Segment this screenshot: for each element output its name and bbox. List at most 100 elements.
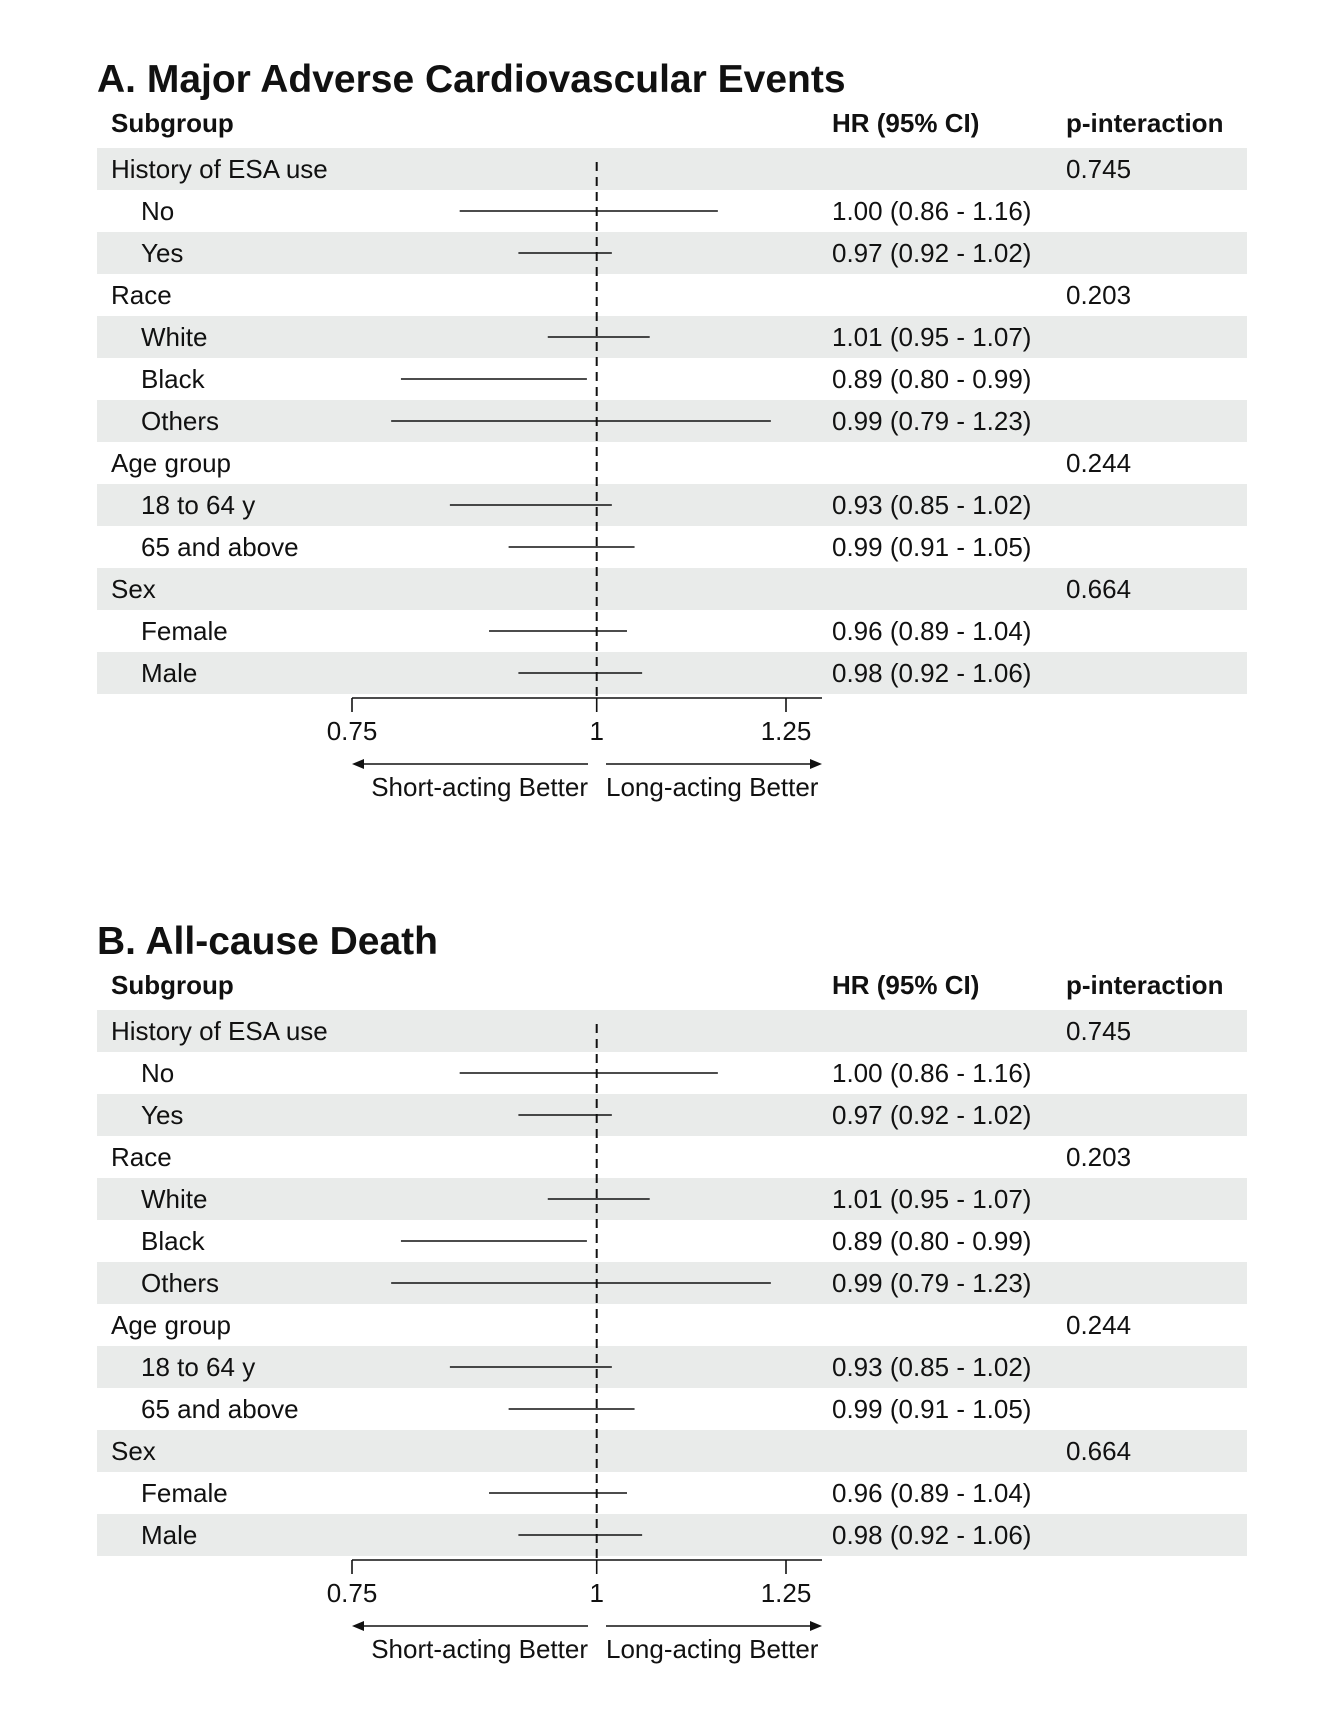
left-arrow-head [352,759,364,769]
x-tick-label: 0.75 [327,1578,378,1608]
right-arrow-head [810,759,822,769]
left-arrow-head [352,1621,364,1631]
hr-ci-value: 0.99 (0.79 - 1.23) [832,1268,1032,1298]
hr-ci-value: 0.98 (0.92 - 1.06) [832,1520,1032,1550]
hr-ci-value: 0.98 (0.92 - 1.06) [832,658,1032,688]
subgroup-label: Female [141,1478,228,1508]
hr-ci-value: 1.00 (0.86 - 1.16) [832,1058,1032,1088]
long-acting-better-label: Long-acting Better [606,772,819,802]
table-row: Black 0.89 (0.80 - 0.99) [97,1220,1247,1262]
hr-ci-value: 0.99 (0.91 - 1.05) [832,532,1032,562]
subgroup-label: No [141,196,175,226]
p-interaction-value: 0.244 [1066,448,1132,478]
panel-title: B. All-cause Death [97,920,438,963]
x-tick-label: 1 [589,1578,603,1608]
p-interaction-column-header: p-interaction [1066,108,1224,138]
table-row: 65 and above 0.99 (0.91 - 1.05) [97,1388,1247,1430]
subgroup-label: Yes [141,238,184,268]
table-row: Male 0.98 (0.92 - 1.06) [97,1514,1247,1556]
short-acting-better-label: Short-acting Better [371,772,588,802]
subgroup-heading: Age group [111,448,231,478]
subgroup-label: Male [141,658,198,688]
x-tick-label: 1.25 [761,716,812,746]
hr-ci-value: 0.96 (0.89 - 1.04) [832,1478,1032,1508]
table-row: Race 0.203 [97,1136,1247,1178]
subgroup-label: Black [141,364,205,394]
subgroup-label: No [141,1058,175,1088]
p-interaction-value: 0.664 [1066,1436,1132,1466]
subgroup-label: Male [141,1520,198,1550]
table-row: Yes 0.97 (0.92 - 1.02) [97,232,1247,274]
long-acting-better-label: Long-acting Better [606,1634,819,1664]
table-row: No 1.00 (0.86 - 1.16) [97,1052,1247,1094]
subgroup-label: Female [141,616,228,646]
p-interaction-value: 0.745 [1066,1016,1132,1046]
subgroup-heading: History of ESA use [111,154,328,184]
subgroup-heading: Sex [111,574,156,604]
hr-ci-value: 0.96 (0.89 - 1.04) [832,616,1032,646]
hr-ci-value: 0.93 (0.85 - 1.02) [832,1352,1032,1382]
table-row: 65 and above 0.99 (0.91 - 1.05) [97,526,1247,568]
table-row: No 1.00 (0.86 - 1.16) [97,190,1247,232]
subgroup-label: 18 to 64 y [141,1352,256,1382]
hr-ci-value: 1.01 (0.95 - 1.07) [832,322,1032,352]
table-row: Age group 0.244 [97,442,1247,484]
p-interaction-column-header: p-interaction [1066,970,1224,1000]
x-tick-label: 0.75 [327,716,378,746]
p-interaction-value: 0.664 [1066,574,1132,604]
subgroup-label: White [141,322,208,352]
table-row: 18 to 64 y 0.93 (0.85 - 1.02) [97,484,1247,526]
p-interaction-value: 0.203 [1066,280,1132,310]
table-row: White 1.01 (0.95 - 1.07) [97,316,1247,358]
subgroup-heading: Sex [111,1436,156,1466]
table-row: Others 0.99 (0.79 - 1.23) [97,1262,1247,1304]
table-row: Female 0.96 (0.89 - 1.04) [97,610,1247,652]
subgroup-label: 65 and above [141,532,299,562]
subgroup-label: Black [141,1226,205,1256]
table-row: History of ESA use 0.745 [97,148,1247,190]
table-row: Yes 0.97 (0.92 - 1.02) [97,1094,1247,1136]
table-row: Female 0.96 (0.89 - 1.04) [97,1472,1247,1514]
p-interaction-value: 0.203 [1066,1142,1132,1172]
subgroup-label: Yes [141,1100,184,1130]
table-row: Race 0.203 [97,274,1247,316]
p-interaction-value: 0.745 [1066,154,1132,184]
short-acting-better-label: Short-acting Better [371,1634,588,1664]
hr-ci-value: 0.97 (0.92 - 1.02) [832,1100,1032,1130]
panel-title: A. Major Adverse Cardiovascular Events [97,58,846,101]
hr-ci-value: 0.99 (0.79 - 1.23) [832,406,1032,436]
subgroup-label: Others [141,406,220,436]
subgroup-heading: Race [111,1142,172,1172]
p-interaction-value: 0.244 [1066,1310,1132,1340]
table-row: 18 to 64 y 0.93 (0.85 - 1.02) [97,1346,1247,1388]
hr-ci-value: 1.01 (0.95 - 1.07) [832,1184,1032,1214]
subgroup-heading: Race [111,280,172,310]
table-row: Age group 0.244 [97,1304,1247,1346]
hr-column-header: HR (95% CI) [832,108,980,138]
subgroup-heading: Age group [111,1310,231,1340]
subgroup-label: White [141,1184,208,1214]
table-row: Black 0.89 (0.80 - 0.99) [97,358,1247,400]
hr-column-header: HR (95% CI) [832,970,980,1000]
table-row: Sex 0.664 [97,568,1247,610]
subgroup-column-header: Subgroup [111,970,234,1000]
right-arrow-head [810,1621,822,1631]
subgroup-heading: History of ESA use [111,1016,328,1046]
subgroup-label: Others [141,1268,220,1298]
table-row: Sex 0.664 [97,1430,1247,1472]
hr-ci-value: 1.00 (0.86 - 1.16) [832,196,1032,226]
hr-ci-value: 0.89 (0.80 - 0.99) [832,364,1032,394]
hr-ci-value: 0.93 (0.85 - 1.02) [832,490,1032,520]
table-row: White 1.01 (0.95 - 1.07) [97,1178,1247,1220]
subgroup-label: 65 and above [141,1394,299,1424]
hr-ci-value: 0.99 (0.91 - 1.05) [832,1394,1032,1424]
hr-ci-value: 0.97 (0.92 - 1.02) [832,238,1032,268]
x-tick-label: 1.25 [761,1578,812,1608]
hr-ci-value: 0.89 (0.80 - 0.99) [832,1226,1032,1256]
table-row: History of ESA use 0.745 [97,1010,1247,1052]
table-row: Male 0.98 (0.92 - 1.06) [97,652,1247,694]
x-tick-label: 1 [589,716,603,746]
subgroup-label: 18 to 64 y [141,490,256,520]
